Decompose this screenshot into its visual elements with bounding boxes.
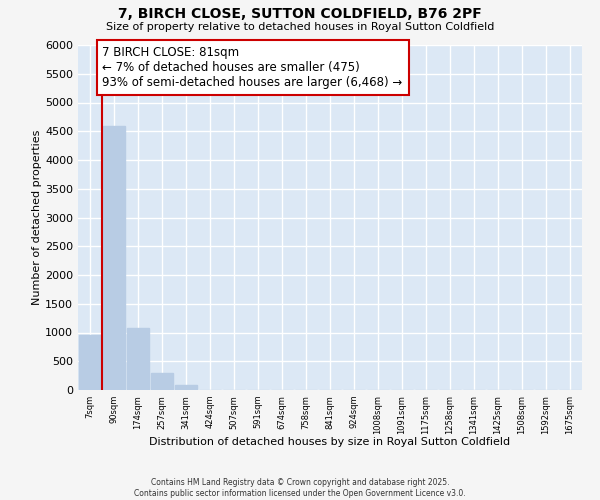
X-axis label: Distribution of detached houses by size in Royal Sutton Coldfield: Distribution of detached houses by size … [149,437,511,447]
Y-axis label: Number of detached properties: Number of detached properties [32,130,42,305]
Bar [151,373,173,390]
Bar [103,126,125,390]
Text: Contains HM Land Registry data © Crown copyright and database right 2025.
Contai: Contains HM Land Registry data © Crown c… [134,478,466,498]
Bar [175,385,197,390]
Text: 7 BIRCH CLOSE: 81sqm
← 7% of detached houses are smaller (475)
93% of semi-detac: 7 BIRCH CLOSE: 81sqm ← 7% of detached ho… [103,46,403,89]
Text: Size of property relative to detached houses in Royal Sutton Coldfield: Size of property relative to detached ho… [106,22,494,32]
Bar [127,328,149,390]
Bar [79,336,101,390]
Text: 7, BIRCH CLOSE, SUTTON COLDFIELD, B76 2PF: 7, BIRCH CLOSE, SUTTON COLDFIELD, B76 2P… [118,8,482,22]
